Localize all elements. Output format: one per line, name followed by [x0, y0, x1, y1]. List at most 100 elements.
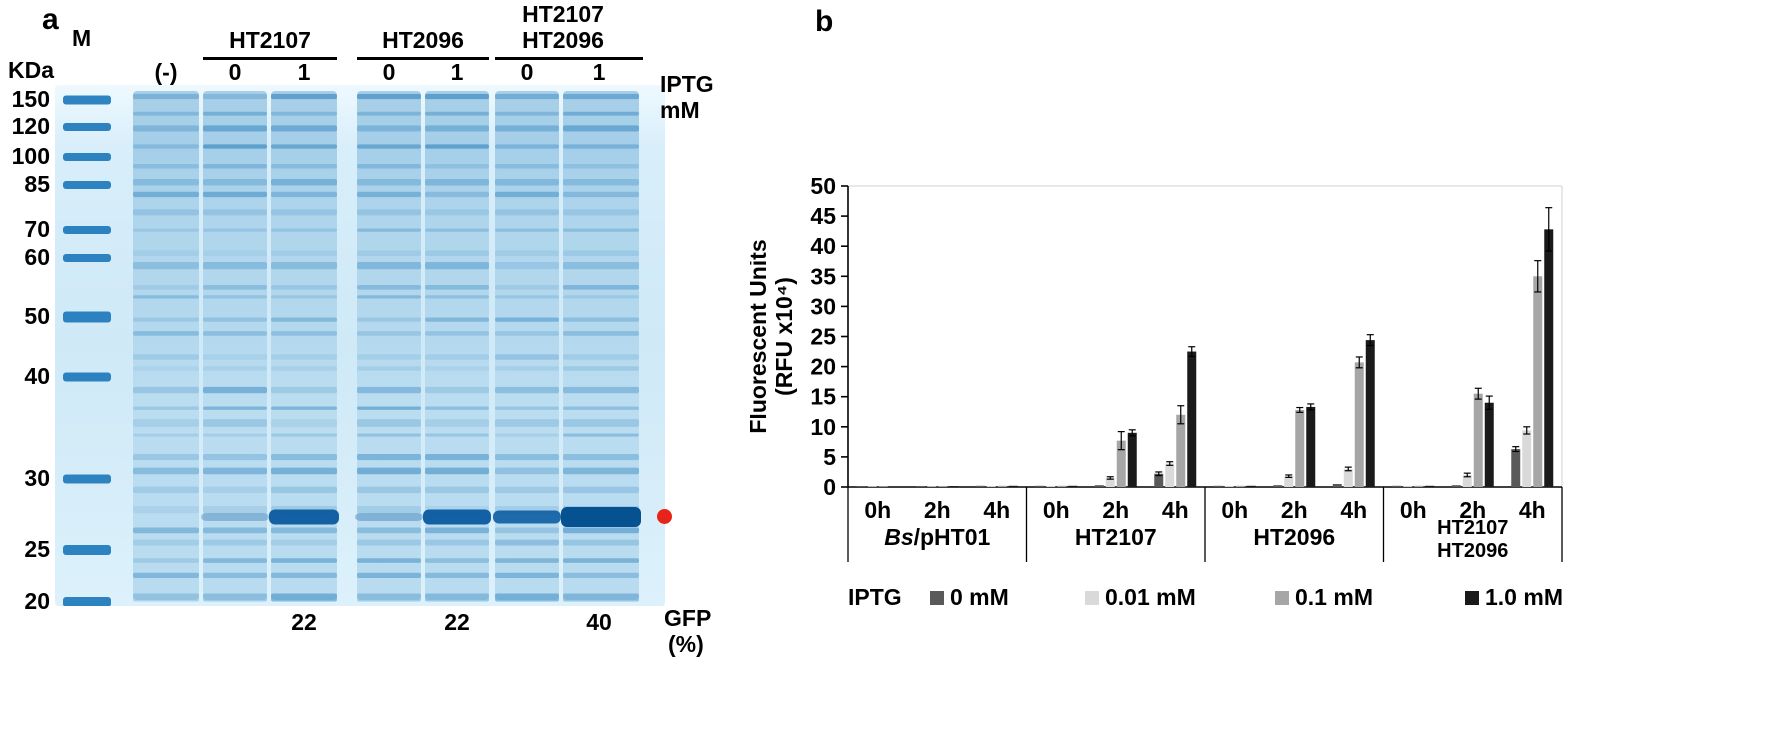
bar: [867, 486, 877, 487]
bar: [1105, 477, 1115, 487]
bar: [1046, 486, 1056, 487]
bar: [1057, 485, 1067, 487]
y-tick-label: 5: [823, 444, 836, 470]
bar: [1343, 468, 1353, 487]
group-label: Bs/pHT01: [884, 524, 990, 550]
gel-image: [55, 85, 665, 606]
marker-weight-label: 25: [24, 536, 50, 562]
lane-group-label-ht2107: HT2107: [229, 27, 311, 53]
bar: [975, 485, 985, 487]
time-label: 0h: [1221, 497, 1248, 523]
legend-item-label: 0.1 mM: [1295, 584, 1373, 610]
bar: [1165, 463, 1175, 487]
iptg-level-label: 0: [382, 59, 396, 85]
legend-item-label: 0 mM: [950, 584, 1009, 610]
gfp-percent-value: 22: [444, 609, 470, 635]
y-tick-label: 35: [810, 263, 836, 289]
marker-lane-label: M: [72, 25, 92, 51]
bar: [1414, 485, 1424, 487]
bar: [938, 486, 948, 487]
marker-weight-label: 40: [24, 363, 50, 389]
y-tick-label: 30: [810, 293, 836, 319]
bar: [1176, 414, 1186, 487]
bar: [856, 486, 866, 487]
group-label: HT2096: [1437, 540, 1508, 562]
iptg-level-label: 1: [592, 59, 606, 85]
time-label: 4h: [1519, 497, 1546, 523]
iptg-level-label: 0: [520, 59, 534, 85]
bar-chart: 0 5 10 15 20 25 30 35 40 45 50 Fluorescent Units(RF…: [750, 173, 1563, 610]
gfp-row-label: GFP: [664, 605, 712, 631]
bar: [1295, 409, 1305, 487]
lane-group-label-dual-line2: HT2096: [522, 27, 604, 53]
bar: [949, 486, 959, 487]
group-label: HT2107: [1075, 524, 1157, 550]
bar: [916, 486, 926, 487]
y-tick-label: 0: [823, 474, 836, 500]
time-label: 2h: [1102, 497, 1129, 523]
lane-group-label-ht2096: HT2096: [382, 27, 464, 53]
bar: [927, 486, 937, 487]
y-tick-label: 45: [810, 203, 836, 229]
marker-weight-label: 150: [11, 86, 50, 112]
marker-weight-label: 50: [24, 303, 50, 329]
legend-item-label: 0.01 mM: [1105, 584, 1196, 610]
iptg-header-label: IPTG: [660, 71, 714, 97]
lane-group-underline: [203, 57, 337, 60]
gfp-band-marker-dot: [657, 509, 672, 524]
gfp-percent-value: 40: [586, 609, 612, 635]
bar: [1094, 485, 1104, 487]
bar: [1473, 393, 1483, 487]
bar: [1127, 432, 1137, 487]
bar: [1273, 485, 1283, 487]
bar: [878, 486, 888, 487]
bar: [1484, 402, 1494, 487]
bar: [1284, 476, 1294, 487]
marker-weight-labels: 150 120 100 85 70 60 50 40 30 25 20: [4, 85, 50, 614]
bar: [1544, 229, 1554, 487]
bar: [1246, 485, 1256, 487]
legend-swatch: [1275, 591, 1289, 605]
group-label: HT2107: [1437, 517, 1508, 539]
marker-weight-label: 30: [24, 465, 50, 491]
bar: [1403, 486, 1413, 487]
y-tick-label: 50: [810, 173, 836, 199]
group-label: HT2096: [1253, 524, 1335, 550]
lane-group-label-dual-line1: HT2107: [522, 1, 604, 27]
legend-swatch: [1085, 591, 1099, 605]
bar: [1068, 485, 1078, 487]
neg-control-label: (-): [154, 59, 178, 85]
time-label: 4h: [1340, 497, 1367, 523]
y-axis-title: Fluorescent Units: [750, 239, 771, 433]
bar: [1451, 485, 1461, 487]
marker-weight-label: 60: [24, 244, 50, 270]
time-label: 2h: [1281, 497, 1308, 523]
bar: [1116, 440, 1126, 487]
panel-a-label: a: [42, 3, 59, 36]
y-tick-label: 40: [810, 233, 836, 259]
time-label: 4h: [1162, 497, 1189, 523]
iptg-level-label: 1: [450, 59, 464, 85]
bar: [1235, 485, 1245, 487]
time-label: 2h: [924, 497, 951, 523]
bar: [1213, 485, 1223, 487]
bar: [1035, 485, 1045, 487]
bar: [1306, 406, 1316, 487]
time-label: 0h: [864, 497, 891, 523]
y-tick-label: 20: [810, 354, 836, 380]
time-label: 0h: [1043, 497, 1070, 523]
bar: [1354, 362, 1364, 487]
marker-weight-label: 85: [24, 171, 50, 197]
bar: [1332, 483, 1342, 487]
gfp-row-unit-label: (%): [668, 631, 704, 657]
bar: [1533, 276, 1543, 487]
bar: [1425, 485, 1435, 487]
bar: [1522, 430, 1532, 487]
iptg-unit-label: mM: [660, 97, 700, 123]
legend-title: IPTG: [848, 584, 902, 610]
bar: [1365, 340, 1375, 487]
marker-weight-label: 70: [24, 216, 50, 242]
marker-weight-label: 120: [11, 113, 50, 139]
time-label: 2h: [1459, 497, 1486, 523]
